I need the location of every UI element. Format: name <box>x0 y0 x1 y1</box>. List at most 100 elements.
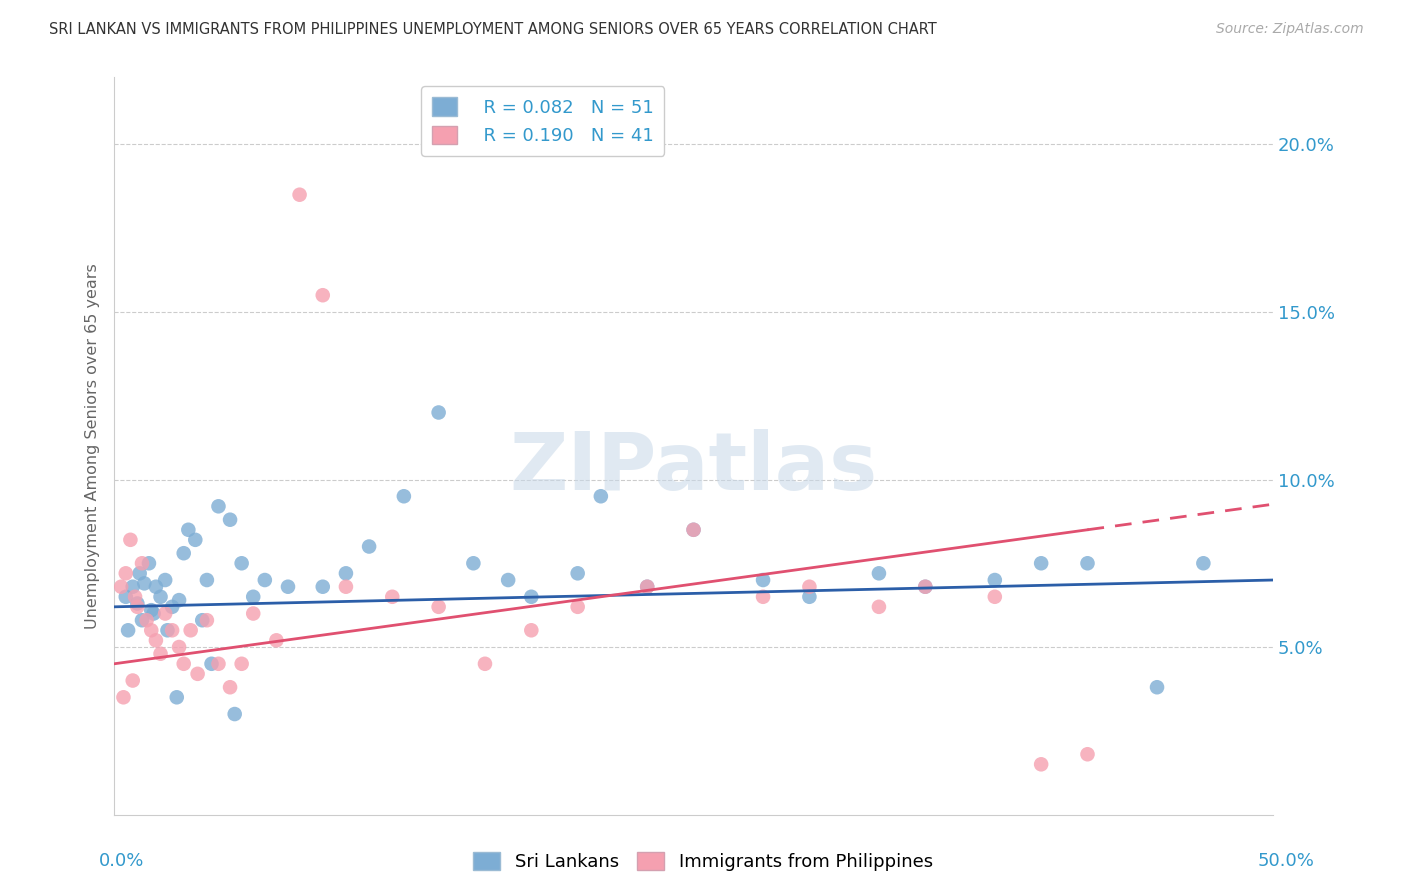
Point <box>191 613 214 627</box>
Point <box>142 607 165 621</box>
Point <box>636 580 658 594</box>
Point <box>312 288 335 302</box>
Point <box>984 590 1007 604</box>
Text: 50.0%: 50.0% <box>1258 852 1315 870</box>
Point <box>636 580 658 594</box>
Point <box>141 624 163 638</box>
Point <box>167 640 190 654</box>
Point <box>520 590 543 604</box>
Point <box>1192 556 1215 570</box>
Point <box>242 607 264 621</box>
Point <box>1076 556 1098 570</box>
Point <box>392 489 415 503</box>
Point <box>224 706 246 721</box>
Point <box>1031 757 1053 772</box>
Point <box>427 599 450 614</box>
Point <box>166 690 188 705</box>
Point <box>359 540 381 554</box>
Point <box>868 566 890 581</box>
Point <box>149 590 172 604</box>
Y-axis label: Unemployment Among Seniors over 65 years: Unemployment Among Seniors over 65 years <box>86 263 100 629</box>
Point <box>914 580 936 594</box>
Point <box>463 556 485 570</box>
Point <box>799 590 821 604</box>
Point <box>567 566 589 581</box>
Point <box>427 405 450 419</box>
Point <box>752 573 775 587</box>
Point <box>195 613 218 627</box>
Legend:   R = 0.082   N = 51,   R = 0.190   N = 41: R = 0.082 N = 51, R = 0.190 N = 41 <box>422 87 665 156</box>
Point <box>112 690 135 705</box>
Point <box>381 590 404 604</box>
Point <box>288 187 311 202</box>
Point <box>567 599 589 614</box>
Point <box>242 590 264 604</box>
Point <box>496 573 519 587</box>
Point <box>266 633 288 648</box>
Point <box>200 657 222 671</box>
Point <box>167 593 190 607</box>
Point <box>914 580 936 594</box>
Point <box>207 500 229 514</box>
Point <box>474 657 496 671</box>
Point <box>173 546 195 560</box>
Point <box>253 573 276 587</box>
Point <box>207 657 229 671</box>
Point <box>312 580 335 594</box>
Point <box>173 657 195 671</box>
Point <box>135 613 157 627</box>
Point <box>145 580 167 594</box>
Text: SRI LANKAN VS IMMIGRANTS FROM PHILIPPINES UNEMPLOYMENT AMONG SENIORS OVER 65 YEA: SRI LANKAN VS IMMIGRANTS FROM PHILIPPINE… <box>49 22 936 37</box>
Point <box>138 556 160 570</box>
Point <box>195 573 218 587</box>
Point <box>145 633 167 648</box>
Point <box>589 489 612 503</box>
Point <box>114 590 136 604</box>
Point <box>134 576 156 591</box>
Text: 0.0%: 0.0% <box>98 852 143 870</box>
Point <box>520 624 543 638</box>
Point <box>141 603 163 617</box>
Point <box>127 597 149 611</box>
Point <box>121 673 143 688</box>
Point <box>335 566 357 581</box>
Point <box>124 590 146 604</box>
Point <box>1031 556 1053 570</box>
Point <box>231 657 253 671</box>
Point <box>120 533 142 547</box>
Point <box>177 523 200 537</box>
Point <box>187 666 209 681</box>
Point <box>984 573 1007 587</box>
Point <box>1076 747 1098 762</box>
Legend: Sri Lankans, Immigrants from Philippines: Sri Lankans, Immigrants from Philippines <box>467 845 939 879</box>
Text: ZIPatlas: ZIPatlas <box>509 429 877 508</box>
Point <box>682 523 704 537</box>
Point <box>114 566 136 581</box>
Point <box>131 556 153 570</box>
Point <box>153 607 176 621</box>
Point <box>799 580 821 594</box>
Point <box>110 580 132 594</box>
Point <box>1146 680 1168 694</box>
Text: Source: ZipAtlas.com: Source: ZipAtlas.com <box>1216 22 1364 37</box>
Point <box>180 624 202 638</box>
Point <box>868 599 890 614</box>
Point <box>219 513 242 527</box>
Point <box>335 580 357 594</box>
Point <box>219 680 242 694</box>
Point <box>231 556 253 570</box>
Point <box>277 580 299 594</box>
Point <box>117 624 139 638</box>
Point <box>682 523 704 537</box>
Point <box>131 613 153 627</box>
Point <box>752 590 775 604</box>
Point <box>153 573 176 587</box>
Point <box>160 599 183 614</box>
Point <box>127 599 149 614</box>
Point <box>121 580 143 594</box>
Point <box>160 624 183 638</box>
Point <box>156 624 179 638</box>
Point <box>184 533 207 547</box>
Point <box>149 647 172 661</box>
Point <box>128 566 150 581</box>
